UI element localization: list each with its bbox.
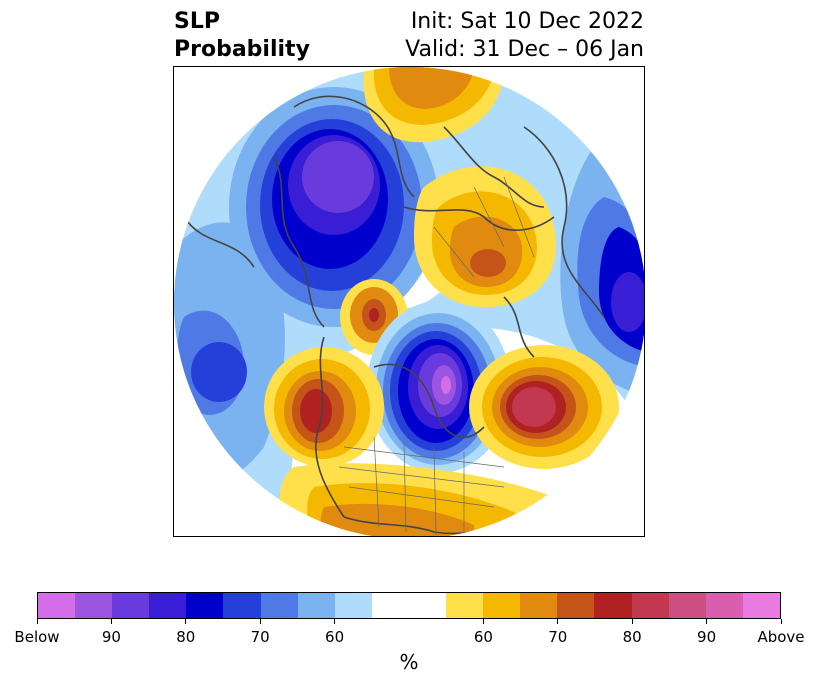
init-date: Init: Sat 10 Dec 2022 — [410, 9, 644, 34]
below-contour — [191, 342, 247, 402]
colorbar-tick — [706, 619, 708, 624]
above-contour — [512, 387, 556, 427]
colorbar-tick-label: 80 — [622, 628, 642, 646]
colorbar-segment — [371, 593, 409, 618]
colorbar-tick — [631, 619, 633, 624]
colorbar-segment — [705, 593, 743, 618]
title-line2: Probability — [174, 37, 310, 62]
colorbar-segment — [520, 593, 558, 618]
colorbar-tick — [334, 619, 336, 624]
colorbar-segment — [149, 593, 187, 618]
below-contour — [611, 272, 644, 332]
valid-range: Valid: 31 Dec – 06 Jan — [405, 37, 644, 62]
above-contour — [389, 67, 474, 109]
colorbar-tick-label: 70 — [250, 628, 270, 646]
colorbar-tick-label: 60 — [325, 628, 345, 646]
colorbar-tick-label: 70 — [548, 628, 568, 646]
colorbar-segment — [408, 593, 447, 618]
coastlines — [183, 95, 605, 535]
colorbar-tick — [557, 619, 559, 624]
title-right: Init: Sat 10 Dec 2022 Valid: 31 Dec – 06… — [405, 8, 644, 64]
colorbar-segment — [668, 593, 706, 618]
colorbar-segment — [594, 593, 632, 618]
colorbar-tick — [36, 619, 38, 624]
below-contour — [302, 141, 374, 213]
above-contour — [470, 249, 506, 277]
probability-map — [174, 67, 644, 536]
colorbar-tick-label: 90 — [697, 628, 717, 646]
above-contour — [369, 308, 379, 322]
colorbar-tick-label: Below — [14, 628, 60, 646]
colorbar-segment — [446, 593, 484, 618]
colorbar-tick-label: Above — [757, 628, 805, 646]
colorbar-tick — [185, 619, 187, 624]
colorbar-segment — [38, 593, 76, 618]
colorbar-segment — [483, 593, 521, 618]
colorbar-tick-label: 90 — [101, 628, 121, 646]
colorbar-tick — [259, 619, 261, 624]
below-contour — [441, 376, 451, 394]
title-left: SLP Probability — [174, 8, 310, 64]
colorbar-tick — [110, 619, 112, 624]
colorbar-tick-label: 80 — [176, 628, 196, 646]
colorbar-segment — [75, 593, 113, 618]
colorbar — [37, 592, 781, 619]
colorbar-segment — [742, 593, 780, 618]
colorbar-segment — [186, 593, 224, 618]
colorbar-tick — [482, 619, 484, 624]
colorbar-segment — [631, 593, 669, 618]
above-contour — [300, 389, 332, 433]
colorbar-segment — [334, 593, 372, 618]
borders — [338, 176, 535, 536]
colorbar-tick — [780, 619, 782, 624]
title-line1: SLP — [174, 9, 220, 34]
colorbar-tick-label: 60 — [473, 628, 493, 646]
colorbar-unit-label: % — [399, 650, 419, 674]
map-panel — [173, 66, 645, 537]
colorbar-segment — [260, 593, 298, 618]
colorbar-segment — [557, 593, 595, 618]
colorbar-segment — [112, 593, 150, 618]
colorbar-segment — [223, 593, 261, 618]
colorbar-segment — [297, 593, 335, 618]
